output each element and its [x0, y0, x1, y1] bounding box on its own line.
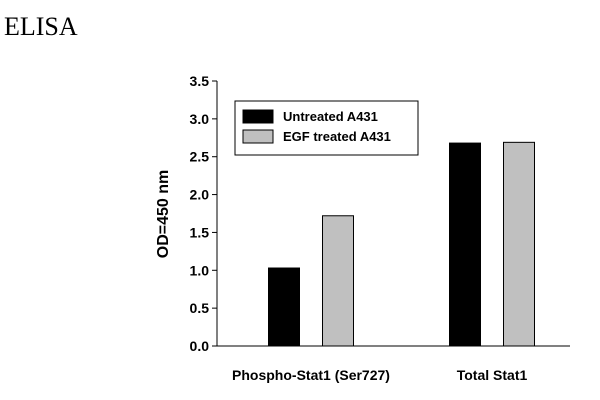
y-tick-label: 0.0: [190, 338, 210, 354]
legend-label-untreated: Untreated A431: [283, 109, 378, 124]
bar-egf-treated-1: [503, 141, 535, 347]
bar-egf-treated-0: [322, 215, 354, 347]
legend-swatch-egf-treated: [242, 129, 274, 144]
bar-untreated-0: [268, 267, 300, 347]
category-label: Total Stat1: [457, 367, 528, 383]
y-tick-label: 0.5: [190, 300, 210, 316]
legend: Untreated A431 EGF treated A431: [234, 100, 419, 156]
y-tick-label: 1.5: [190, 224, 210, 240]
y-axis-title: OD=450 nm: [155, 170, 172, 258]
y-axis: 0.0 0.5 1.0 1.5 2.0 2.5 3.0 3.5: [190, 73, 570, 354]
page-heading: ELISA: [4, 12, 78, 41]
category-labels: Phospho-Stat1 (Ser727) Total Stat1: [232, 367, 527, 383]
y-tick-label: 3.5: [190, 73, 210, 89]
y-tick-label: 2.5: [190, 149, 210, 165]
y-tick-label: 2.0: [190, 187, 210, 203]
y-tick-label: 1.0: [190, 262, 210, 278]
y-tick-label: 3.0: [190, 111, 210, 127]
legend-label-egf-treated: EGF treated A431: [283, 129, 391, 144]
bar-untreated-1: [449, 142, 481, 347]
bars-group: [268, 141, 535, 347]
legend-swatch-untreated: [242, 109, 274, 124]
category-label: Phospho-Stat1 (Ser727): [232, 367, 390, 383]
